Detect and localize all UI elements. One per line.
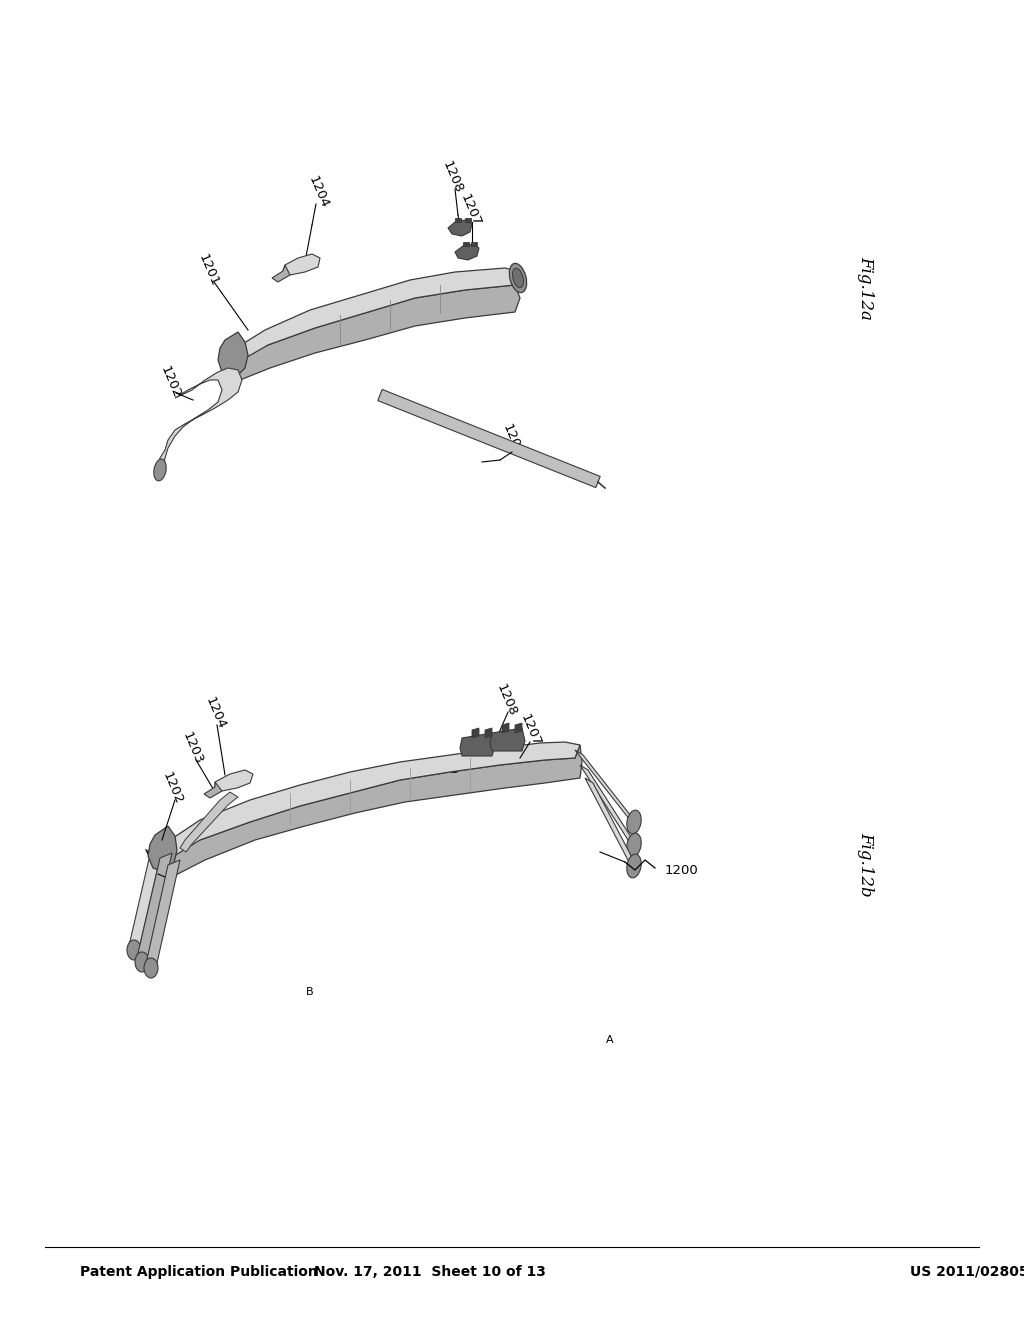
Text: Patent Application Publication: Patent Application Publication <box>80 1265 317 1279</box>
Ellipse shape <box>144 958 158 978</box>
Polygon shape <box>204 781 222 799</box>
Text: Nov. 17, 2011  Sheet 10 of 13: Nov. 17, 2011 Sheet 10 of 13 <box>314 1265 546 1279</box>
Polygon shape <box>148 826 177 873</box>
Polygon shape <box>180 792 238 851</box>
Text: 1202: 1202 <box>160 770 184 807</box>
Polygon shape <box>463 242 469 246</box>
Polygon shape <box>128 841 164 950</box>
Text: 1203: 1203 <box>500 422 524 458</box>
Polygon shape <box>585 777 638 869</box>
Ellipse shape <box>627 810 641 834</box>
Text: 1201: 1201 <box>139 843 165 880</box>
Ellipse shape <box>513 268 523 288</box>
Ellipse shape <box>627 854 641 878</box>
Polygon shape <box>455 218 461 222</box>
Polygon shape <box>575 750 638 825</box>
Polygon shape <box>136 853 172 962</box>
Polygon shape <box>225 268 520 368</box>
Polygon shape <box>378 389 600 487</box>
Polygon shape <box>215 770 253 791</box>
Text: US 2011/0280554 A1: US 2011/0280554 A1 <box>910 1265 1024 1279</box>
Polygon shape <box>502 723 509 733</box>
Text: A: A <box>606 1035 613 1045</box>
Polygon shape <box>449 220 472 236</box>
Text: 1208: 1208 <box>494 682 518 718</box>
Ellipse shape <box>135 952 150 972</box>
Polygon shape <box>460 733 495 756</box>
Polygon shape <box>218 333 248 378</box>
Text: B: B <box>452 766 459 775</box>
Text: 1207: 1207 <box>458 191 482 228</box>
Polygon shape <box>283 253 319 275</box>
Polygon shape <box>455 244 479 260</box>
Text: 1203: 1203 <box>179 730 205 766</box>
Text: Fig.12b: Fig.12b <box>857 833 873 896</box>
Polygon shape <box>145 861 180 968</box>
Polygon shape <box>155 742 580 866</box>
Text: Fig.12a: Fig.12a <box>857 256 873 319</box>
Polygon shape <box>465 218 471 222</box>
Text: B: B <box>306 987 313 997</box>
Text: 1201: 1201 <box>196 252 220 288</box>
Ellipse shape <box>509 264 526 293</box>
Polygon shape <box>515 723 522 733</box>
Text: 1200: 1200 <box>665 863 698 876</box>
Ellipse shape <box>127 940 141 960</box>
Polygon shape <box>472 729 479 738</box>
Polygon shape <box>485 729 492 738</box>
Polygon shape <box>158 368 242 477</box>
Polygon shape <box>155 744 582 882</box>
Text: 1204: 1204 <box>305 174 331 210</box>
Text: 1207: 1207 <box>517 711 543 748</box>
Ellipse shape <box>627 833 641 857</box>
Text: 1208: 1208 <box>439 158 465 195</box>
Text: 1202: 1202 <box>158 364 182 400</box>
Text: 1204: 1204 <box>203 694 227 731</box>
Polygon shape <box>580 766 638 847</box>
Polygon shape <box>490 729 525 751</box>
Polygon shape <box>272 265 290 282</box>
Ellipse shape <box>154 459 166 480</box>
Polygon shape <box>225 285 520 381</box>
Polygon shape <box>471 242 477 246</box>
